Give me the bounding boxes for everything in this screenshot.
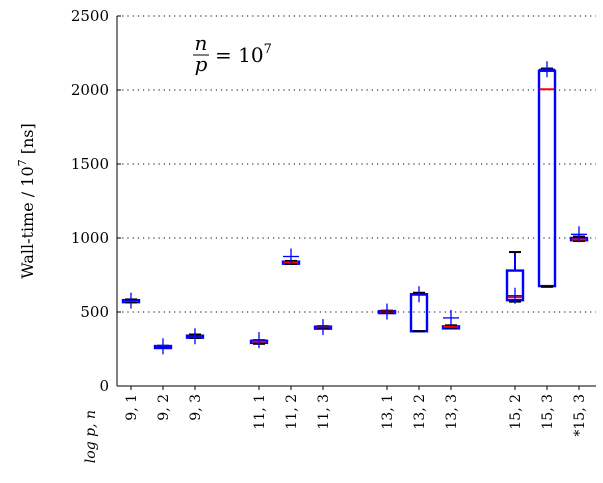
x-ticks: 9, 1 9, 2 9, 3 11, 1 11, 2 11, 3 13, 1 13, 2 13,… (124, 386, 588, 437)
x-axis-label: log p, n (83, 410, 99, 463)
box-13-2 (409, 286, 429, 333)
y-tick-label-1500: 1500 (71, 155, 109, 173)
grid-lines (117, 15, 596, 313)
box-15-3 (537, 61, 557, 288)
box-13-1 (377, 303, 397, 320)
box-11-2 (281, 248, 301, 265)
x-tick-label-11-3: 11, 3 (316, 394, 332, 430)
box-iqr (537, 69, 557, 288)
y-axis-label-post: [ns] (18, 123, 37, 159)
axes (116, 16, 596, 387)
x-tick-label-9-2: 9, 2 (156, 394, 172, 421)
y-axis-label-sup: 7 (16, 159, 29, 166)
annotation-rhs: = 107 (215, 42, 272, 67)
x-tick-label-11-1: 11, 1 (252, 394, 268, 430)
box-15-2 (505, 251, 525, 304)
annotation-rhs-sup: 7 (264, 42, 272, 57)
box-9-2 (153, 338, 173, 355)
box-15-3 (569, 226, 589, 243)
x-tick-label-13-3: 13, 3 (444, 394, 460, 430)
x-tick-label-11-2: 11, 2 (284, 394, 300, 430)
y-tick-label-2500: 2500 (71, 7, 109, 25)
x-tick-label-9-1: 9, 1 (124, 394, 140, 421)
box-9-3 (185, 328, 205, 345)
box-13-3 (441, 309, 461, 330)
y-axis-label: Wall-time / 107 [ns] (16, 123, 37, 278)
annotation-np: n p = 107 (193, 31, 272, 76)
annotation-numerator: n (195, 31, 208, 55)
x-tick-label-9-3: 9, 3 (188, 394, 204, 421)
y-tick-label-0: 0 (99, 377, 109, 395)
y-axis-label-pre: Wall-time / 10 (18, 166, 37, 278)
y-tick-label-2000: 2000 (71, 81, 109, 99)
x-tick-label-13-2: 13, 2 (412, 394, 428, 430)
box-11-1 (249, 332, 269, 349)
box-11-3 (313, 319, 333, 336)
y-tick-label-500: 500 (80, 303, 109, 321)
boxes (121, 61, 589, 355)
y-tick-label-1000: 1000 (71, 229, 109, 247)
x-tick-label-15-2: 15, 2 (508, 394, 524, 430)
x-tick-label-15-3: 15, 3 (540, 394, 556, 430)
y-ticks: 0 500 1000 1500 2000 2500 (71, 7, 121, 395)
x-tick-label-15-3: *15, 3 (572, 394, 588, 437)
box-9-1 (121, 292, 141, 309)
x-tick-label-13-1: 13, 1 (380, 394, 396, 430)
annotation-rhs-base: = 10 (215, 43, 264, 67)
annotation-denominator: p (195, 52, 208, 76)
